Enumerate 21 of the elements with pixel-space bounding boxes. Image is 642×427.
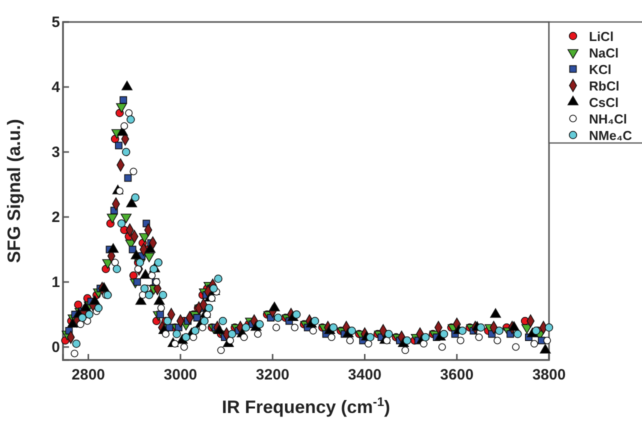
x-tick-label: 3200: [256, 366, 290, 384]
y-tick-label: 0: [52, 338, 60, 356]
y-axis-title: SFG Signal (a.u.): [4, 118, 24, 264]
legend-label: KCl: [589, 62, 612, 77]
y-tick-label: 5: [52, 14, 60, 31]
legend-label: RbCl: [589, 78, 620, 94]
y-tick-label: 1: [52, 274, 60, 291]
legend-label: NMe₄C: [589, 128, 633, 143]
x-tick-label: 3000: [164, 366, 198, 384]
x-tick-label: 2800: [72, 366, 106, 384]
x-axis-title: IR Frequency (cm$^{-1}$): [222, 395, 390, 417]
y-tick-label: 4: [52, 78, 61, 96]
legend-label: NH₄Cl: [589, 112, 627, 126]
x-tick-label: 3800: [532, 366, 566, 384]
y-tick-label: 3: [52, 144, 60, 161]
x-tick-label: 3400: [348, 366, 382, 384]
legend-label: LiCl: [589, 29, 614, 44]
legend-label: NaCl: [589, 46, 619, 60]
x-tick-label: 3600: [440, 366, 474, 384]
legend-label: CsCl: [589, 95, 619, 110]
y-tick-label: 2: [52, 208, 60, 226]
